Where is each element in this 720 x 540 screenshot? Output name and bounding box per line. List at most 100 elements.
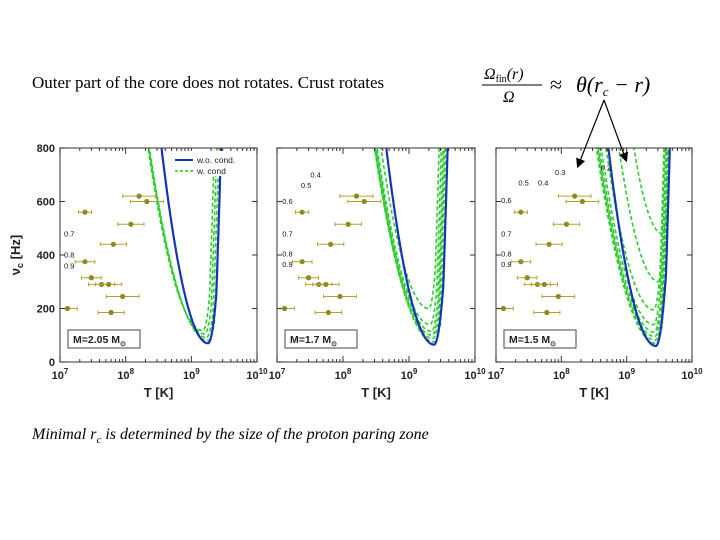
chart-panel-b: 0.4 0.5 0.6 0.7 0.8 0.9 107 108 109 1010 T [K] M=1.… [269,147,486,400]
x-axis-label: T [K] [361,385,391,400]
obs-point [325,309,331,316]
chart-panel-a: 0.7 0.80.9 0 200 400 600 800 107 108 109 1010 T [K]… [8,143,268,400]
woc-curve [160,148,223,345]
mass-label-box [503,329,577,349]
mass-label-box [284,329,358,349]
curve-label: 0.8 [501,249,511,258]
obs-point [120,293,126,300]
formula-approx: ≈ [550,72,562,97]
plot-area [496,148,671,347]
obs-point [337,293,343,300]
curve-label: 0.3 [555,168,565,177]
obs-point [518,209,524,215]
obs-point [305,275,312,281]
x-tick-label: 108 [553,367,570,382]
x-tick-label: 109 [401,367,418,382]
chart-panel-c: 0.3 0.2 0.5 0.4 0.6 0.7 0.8 0.9 107 108 109 1010 T [… [488,147,703,400]
formula-denominator: Ω [503,89,515,106]
slide-heading: Outer part of the core does not rotates.… [32,73,385,92]
obs-point [299,259,305,265]
x-tick-label: 1010 [246,367,268,382]
mass-label: M=1.5 M⊙ [509,334,556,348]
x-tick-label: 107 [488,367,505,382]
wcond-curve-0.5 [600,148,666,326]
formula-numerator: Ωfin(r) [484,66,524,85]
obs-point [82,209,88,215]
obs-point [544,309,550,316]
y-tick-label: 600 [37,197,55,209]
mass-label: M=1.7 M⊙ [290,334,337,348]
wcond-curve-0.7 [597,148,668,338]
x-tick-label: 109 [618,367,635,382]
x-axis-label: T [K] [144,385,174,400]
obs-point [500,305,507,312]
curve-label: 0.8 [64,251,74,260]
wcond-curve-0.9 [373,148,449,343]
obs-point [299,209,305,215]
y-tick-label: 0 [49,357,55,369]
mass-label-box [67,329,141,349]
x-tick-label: 108 [117,367,134,382]
obs-point [524,275,530,281]
wcond-curve-0.5 [376,148,443,326]
curve-label: 0.4 [538,178,548,187]
curve-label: 0.7 [501,229,511,238]
wcond-curve-0.2 [633,148,671,235]
legend-box [172,151,252,176]
obs-point [361,198,367,205]
wcond-curve-0.6 [375,148,444,332]
obs-point [579,198,585,205]
obs-point [328,241,334,247]
obs-point [555,293,561,300]
arrow-to-0.3-curve [576,99,605,169]
obs-point [345,221,351,227]
x-tick-label: 109 [183,367,200,382]
slide-caption: Minimal rc is determined by the size of … [32,426,429,447]
x-tick-label: 107 [52,367,69,382]
obs-point [541,281,547,288]
y-tick-label: 200 [37,304,55,316]
obs-point [546,241,552,247]
obs-point [106,281,112,288]
curve-label: 0.4 [310,170,320,179]
plot-area [60,148,223,345]
curve-label: 0.9 [501,260,511,269]
formula-rhs: θ(rc − r) [576,72,650,99]
obs-point [64,305,71,312]
y-tick-label: 400 [37,250,55,262]
y-axis-label: νc [Hz] [8,235,25,275]
legend-label: w. cond [196,166,226,176]
obs-point [281,305,288,312]
x-axis-label: T [K] [579,385,609,400]
curve-label: 0.7 [282,229,292,238]
obs-point [136,193,142,199]
wcond-curve-0.7 [374,148,446,337]
woc-curve [385,148,449,346]
x-tick-label: 107 [269,367,286,382]
obs-point [563,221,570,227]
arrow-to-0.2-curve [603,99,629,163]
obs-point [108,309,114,316]
annotation-arrows [576,99,629,169]
obs-point [144,198,150,205]
curve-label: 0.2 [601,164,611,173]
woc-curve [607,148,671,347]
plot-area [277,148,449,346]
curve-label: 0.5 [518,178,528,187]
obs-point [88,275,94,281]
y-tick-label: 800 [37,143,55,155]
obs-point [110,241,116,247]
curve-label: 0.6 [501,196,511,205]
curve-label: 0.8 [282,249,292,258]
obs-point [353,193,360,199]
curve-label: 0.5 [301,181,311,190]
formula: Ωfin(r) Ω ≈ θ(rc − r) [482,66,650,106]
curve-label: 0.9 [64,261,74,270]
obs-point [323,281,329,288]
x-tick-label: 108 [335,367,352,382]
curve-label: 0.9 [282,260,292,269]
obs-point [518,259,524,265]
curve-label: 0.6 [282,197,292,206]
legend-label: w.o. cond. [196,155,235,165]
